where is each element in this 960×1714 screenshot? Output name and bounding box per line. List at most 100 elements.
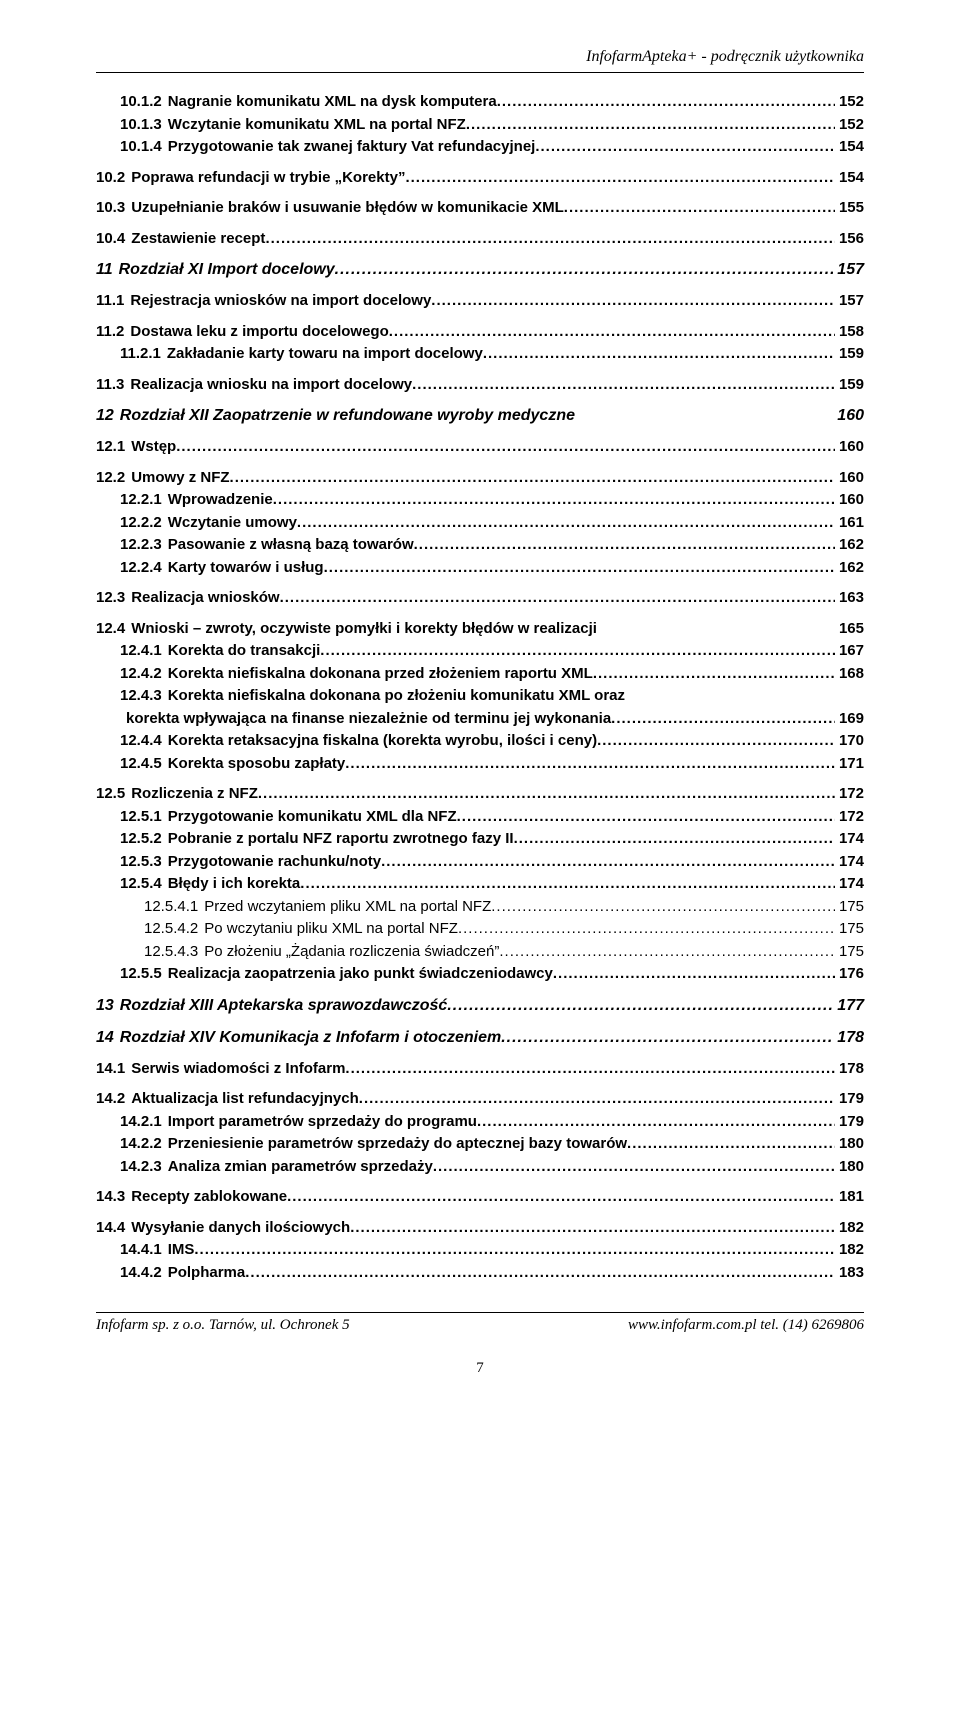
- toc-page: 174: [835, 851, 864, 874]
- toc-num: 12.2.1: [120, 489, 168, 512]
- toc-page: 160: [833, 404, 864, 428]
- toc-row: 12.3Realizacja wniosków163: [96, 587, 864, 610]
- toc-page: 171: [835, 753, 864, 776]
- toc-leader: [535, 136, 835, 159]
- toc-row: 12.4.4Korekta retaksacyjna fiskalna (kor…: [96, 730, 864, 753]
- toc-leader: [564, 197, 835, 220]
- toc-leader: [258, 783, 835, 806]
- toc-num: 12.1: [96, 436, 131, 459]
- toc-title: Wczytanie komunikatu XML na portal NFZ: [168, 114, 466, 137]
- toc-page: 157: [833, 258, 864, 282]
- toc-title: korekta wpływająca na finanse niezależni…: [126, 708, 611, 731]
- toc-title: Serwis wiadomości z Infofarm: [131, 1058, 345, 1081]
- toc-title: Wczytanie umowy: [168, 512, 297, 535]
- toc-title: Zestawienie recept: [131, 228, 265, 251]
- toc-leader: [447, 994, 833, 1018]
- toc-leader: [230, 467, 835, 490]
- toc-page: 178: [835, 1058, 864, 1081]
- toc-title: Uzupełnianie braków i usuwanie błędów w …: [131, 197, 564, 220]
- toc-page: 163: [835, 587, 864, 610]
- toc-leader: [381, 851, 835, 874]
- toc-page: 160: [835, 436, 864, 459]
- toc-leader: [514, 828, 835, 851]
- toc-page: 182: [835, 1239, 864, 1262]
- toc-num: 12.5.4.3: [144, 941, 204, 964]
- toc-row: 10.1.2Nagranie komunikatu XML na dysk ko…: [96, 91, 864, 114]
- toc-title: Import parametrów sprzedaży do programu: [168, 1111, 477, 1134]
- toc-page: 170: [835, 730, 864, 753]
- toc-leader: [553, 963, 835, 986]
- toc-page: 152: [835, 91, 864, 114]
- toc-row: 12.2.4Karty towarów i usług162: [96, 557, 864, 580]
- toc-num: 14.4.2: [120, 1262, 168, 1285]
- toc-page: 175: [835, 896, 864, 919]
- toc-row: 12.5.2Pobranie z portalu NFZ raportu zwr…: [96, 828, 864, 851]
- toc-page: 158: [835, 321, 864, 344]
- toc-row: 11Rozdział XI Import docelowy157: [96, 258, 864, 282]
- toc-leader: [627, 1133, 835, 1156]
- toc-title: Wstęp: [131, 436, 176, 459]
- toc-leader: [501, 1026, 833, 1050]
- toc-title: Recepty zablokowane: [131, 1186, 287, 1209]
- toc-num: 12.5.5: [120, 963, 168, 986]
- toc-num: 14.4.1: [120, 1239, 168, 1262]
- toc-row: 12.4Wnioski – zwroty, oczywiste pomyłki …: [96, 618, 864, 641]
- toc-num: 11.2.1: [120, 343, 167, 366]
- toc-title: Realizacja zaopatrzenia jako punkt świad…: [168, 963, 553, 986]
- toc-num: 14.2: [96, 1088, 131, 1111]
- toc-num: 10.1.3: [120, 114, 168, 137]
- toc-leader: [300, 873, 835, 896]
- toc-leader: [433, 1156, 835, 1179]
- toc-title: Przygotowanie komunikatu XML dla NFZ: [168, 806, 457, 829]
- toc-page: 154: [835, 136, 864, 159]
- toc-title: Karty towarów i usług: [168, 557, 324, 580]
- toc-title: Po złożeniu „Żądania rozliczenia świadcz…: [204, 941, 499, 964]
- toc-page: 180: [835, 1156, 864, 1179]
- footer-right: www.infofarm.com.pl tel. (14) 6269806: [628, 1317, 864, 1334]
- toc-row: 14Rozdział XIV Komunikacja z Infofarm i …: [96, 1026, 864, 1050]
- toc-leader: [458, 918, 835, 941]
- toc-page: 155: [835, 197, 864, 220]
- header-rule: [96, 72, 864, 73]
- toc-num: 13: [96, 994, 120, 1018]
- toc-num: 14.3: [96, 1186, 131, 1209]
- toc-leader: [405, 167, 835, 190]
- toc-title: Przygotowanie rachunku/noty: [168, 851, 381, 874]
- toc-num: 10.2: [96, 167, 131, 190]
- toc-page: 182: [835, 1217, 864, 1240]
- toc-title: Wysyłanie danych ilościowych: [131, 1217, 350, 1240]
- toc-page: 180: [835, 1133, 864, 1156]
- toc-title: Korekta do transakcji: [168, 640, 321, 663]
- toc-row: 12.2Umowy z NFZ160: [96, 467, 864, 490]
- toc-leader: [414, 534, 835, 557]
- toc-num: 11.3: [96, 374, 130, 397]
- toc-row: 10.4Zestawienie recept156: [96, 228, 864, 251]
- toc-leader: [335, 258, 834, 282]
- toc-title: IMS: [168, 1239, 195, 1262]
- toc-page: 160: [835, 489, 864, 512]
- toc-num: 14: [96, 1026, 120, 1050]
- toc-leader: [491, 896, 835, 919]
- toc-num: 12.4.5: [120, 753, 168, 776]
- toc-title: Wnioski – zwroty, oczywiste pomyłki i ko…: [131, 618, 597, 641]
- toc-title: Nagranie komunikatu XML na dysk komputer…: [168, 91, 497, 114]
- toc-num: 11.1: [96, 290, 130, 313]
- toc-page: 168: [835, 663, 864, 686]
- toc-title: Korekta niefiskalna dokonana po złożeniu…: [168, 685, 625, 708]
- footer: Infofarm sp. z o.o. Tarnów, ul. Ochronek…: [96, 1312, 864, 1377]
- toc-num: 12.2.4: [120, 557, 168, 580]
- toc-row: 10.1.3Wczytanie komunikatu XML na portal…: [96, 114, 864, 137]
- toc-title: Rozliczenia z NFZ: [131, 783, 258, 806]
- toc-row: 14.2Aktualizacja list refundacyjnych179: [96, 1088, 864, 1111]
- toc-page: 178: [833, 1026, 864, 1050]
- toc-row: 12.4.1Korekta do transakcji167: [96, 640, 864, 663]
- toc-num: 10.3: [96, 197, 131, 220]
- toc-row: 14.2.1Import parametrów sprzedaży do pro…: [96, 1111, 864, 1134]
- toc-num: 12.4: [96, 618, 131, 641]
- toc-leader: [273, 489, 835, 512]
- toc-leader: [350, 1217, 835, 1240]
- toc-row: 12.1Wstęp 160: [96, 436, 864, 459]
- toc-page: 179: [835, 1111, 864, 1134]
- toc-leader: [466, 114, 835, 137]
- toc-leader: [593, 663, 835, 686]
